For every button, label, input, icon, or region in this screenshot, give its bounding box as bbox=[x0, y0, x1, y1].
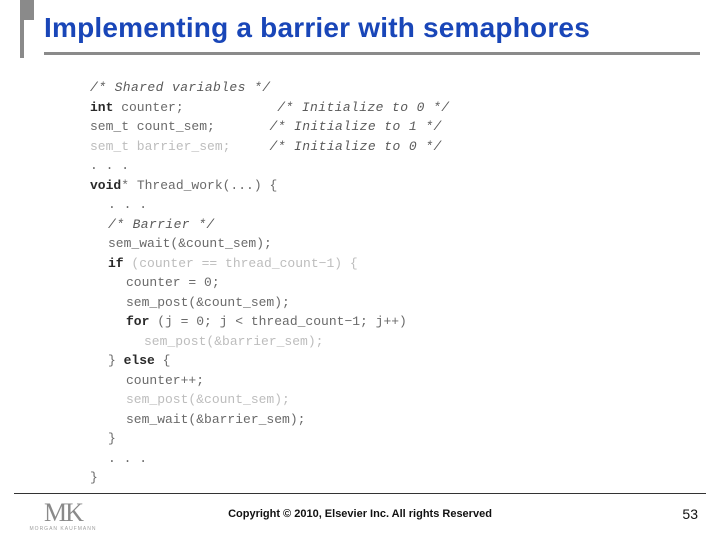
code-text: counter++; bbox=[126, 373, 204, 388]
code-ellipsis: . . . bbox=[108, 197, 147, 212]
code-text: sem_wait(&count_sem); bbox=[108, 236, 272, 251]
code-text: { bbox=[155, 353, 171, 368]
code-text: * Thread_work(...) { bbox=[121, 178, 277, 193]
page-number: 53 bbox=[682, 506, 698, 522]
accent-left-rule bbox=[20, 20, 24, 58]
title-wrap: Implementing a barrier with semaphores bbox=[44, 12, 700, 55]
code-keyword: else bbox=[124, 353, 155, 368]
code-text-faint: sem_post(&count_sem); bbox=[126, 392, 290, 407]
code-comment: /* Initialize to 1 */ bbox=[269, 119, 441, 134]
code-text: counter; bbox=[113, 100, 277, 115]
code-comment: /* Initialize to 0 */ bbox=[269, 139, 441, 154]
code-text: } bbox=[108, 431, 116, 446]
code-keyword: int bbox=[90, 100, 113, 115]
code-text: } bbox=[90, 470, 98, 485]
code-ellipsis: . . . bbox=[108, 451, 147, 466]
accent-top bbox=[20, 0, 34, 20]
code-text-faint: sem_t barrier_sem; bbox=[90, 139, 269, 154]
code-text: (j = 0; j < thread_count−1; j++) bbox=[149, 314, 406, 329]
code-keyword: void bbox=[90, 178, 121, 193]
code-text-faint: sem_post(&barrier_sem); bbox=[144, 334, 323, 349]
code-comment: /* Shared variables */ bbox=[90, 80, 270, 95]
copyright-text: Copyright © 2010, Elsevier Inc. All righ… bbox=[0, 508, 720, 520]
code-text: counter = 0; bbox=[126, 275, 220, 290]
code-text-faint: (counter == thread_count−1) { bbox=[124, 256, 358, 271]
code-comment: /* Barrier */ bbox=[108, 217, 215, 232]
slide-root: Implementing a barrier with semaphores /… bbox=[0, 0, 720, 540]
code-block: /* Shared variables */ int counter; /* I… bbox=[90, 78, 660, 488]
code-text: } bbox=[108, 353, 124, 368]
logo-subtext: MORGAN KAUFMANN bbox=[30, 526, 97, 532]
code-keyword: for bbox=[126, 314, 149, 329]
footer-rule bbox=[14, 493, 706, 494]
code-comment: /* Initialize to 0 */ bbox=[277, 100, 449, 115]
code-text: sem_wait(&barrier_sem); bbox=[126, 412, 305, 427]
page-title: Implementing a barrier with semaphores bbox=[44, 12, 700, 44]
code-ellipsis: . . . bbox=[90, 158, 129, 173]
code-text: sem_post(&count_sem); bbox=[126, 295, 290, 310]
code-keyword: if bbox=[108, 256, 124, 271]
code-text: sem_t count_sem; bbox=[90, 119, 269, 134]
